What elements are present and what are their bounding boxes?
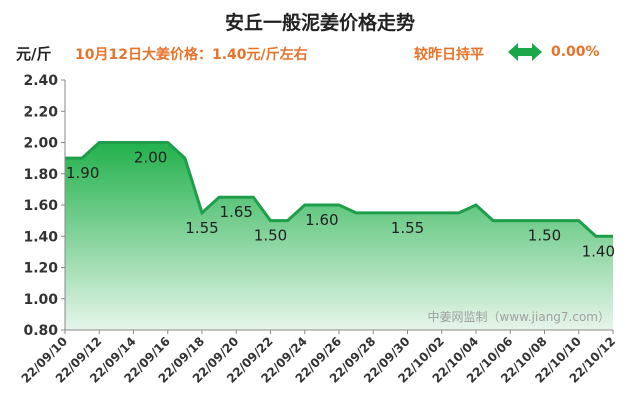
price-area: [65, 142, 613, 330]
y-tick-label: 0.80: [23, 323, 58, 339]
chart-title: 安丘一般泥姜价格走势: [224, 12, 415, 34]
y-tick-label: 2.40: [23, 73, 58, 89]
watermark: 中姜网监制（www.jiang7.com）: [428, 309, 610, 324]
price-line: [65, 141, 613, 238]
y-tick-label: 2.20: [23, 104, 58, 120]
data-label: 1.55: [391, 219, 424, 237]
unit-label: 元/斤: [16, 45, 52, 63]
change-percent: 0.00%: [551, 44, 600, 60]
x-axis-ticks: 22/09/1022/09/1222/09/1422/09/1622/09/18…: [19, 330, 618, 386]
data-label: 2.00: [134, 149, 167, 167]
data-label: 1.40: [582, 242, 615, 260]
data-label: 1.60: [305, 211, 338, 229]
price-headline: 10月12日大姜价格：1.40元/斤左右: [75, 47, 308, 63]
y-tick-label: 1.40: [23, 229, 58, 245]
data-label: 1.65: [220, 203, 253, 221]
y-axis-ticks: 0.80 1.00 1.20 1.40 1.60 1.80 2.00 2.20 2.40: [23, 73, 65, 339]
data-labels: 1.902.001.551.651.501.60 1.55 1.501.40: [66, 149, 615, 261]
y-tick-label: 1.20: [23, 261, 58, 277]
data-label: 1.55: [185, 219, 218, 237]
y-tick-label: 1.80: [23, 167, 58, 183]
y-tick-label: 1.60: [23, 198, 58, 214]
left-right-arrow-icon: [508, 43, 542, 61]
y-tick-label: 2.00: [23, 136, 58, 152]
data-label: 1.90: [66, 164, 99, 182]
data-label: 1.50: [254, 227, 287, 245]
y-tick-label: 1.00: [23, 292, 58, 308]
comparison-label: 较昨日持平: [414, 47, 484, 63]
data-label: 1.50: [528, 227, 561, 245]
